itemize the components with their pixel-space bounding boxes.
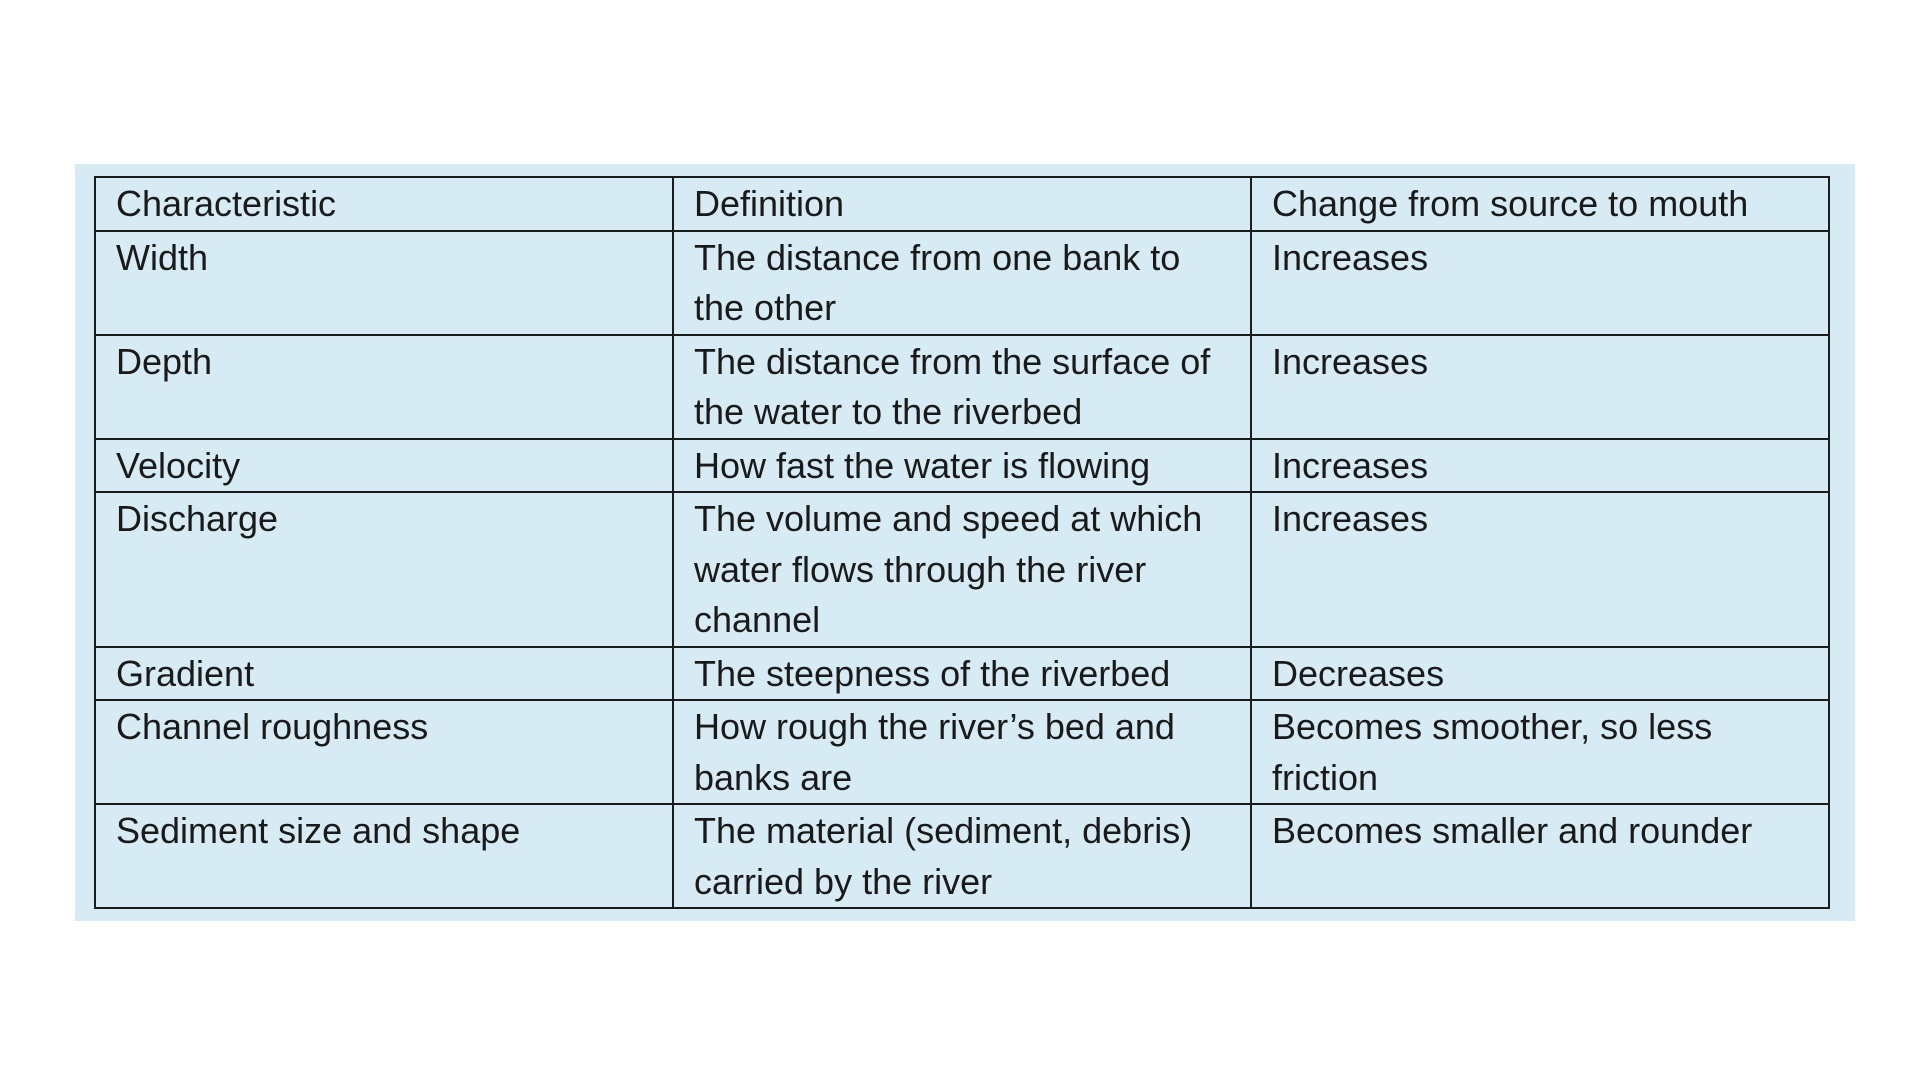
cell-characteristic: Width (94, 229, 674, 336)
cell-characteristic: Gradient (94, 645, 674, 701)
cell-change: Increases (1250, 333, 1830, 440)
cell-definition: The volume and speed at which water flow… (672, 491, 1252, 648)
cell-definition: The steepness of the riverbed (672, 645, 1252, 701)
cell-characteristic: Velocity (94, 437, 674, 493)
table-row: Discharge The volume and speed at which … (94, 491, 1830, 648)
table-row: Width The distance from one bank to the … (94, 229, 1830, 336)
cell-change: Increases (1250, 437, 1830, 493)
cell-characteristic: Discharge (94, 491, 674, 648)
header-characteristic: Characteristic (94, 176, 674, 232)
table-row: Gradient The steepness of the riverbed D… (94, 645, 1830, 701)
cell-characteristic: Depth (94, 333, 674, 440)
header-definition: Definition (672, 176, 1252, 232)
cell-characteristic: Channel roughness (94, 699, 674, 805)
cell-characteristic: Sediment size and shape (94, 803, 674, 909)
cell-change: Increases (1250, 229, 1830, 336)
cell-definition: How fast the water is flowing (672, 437, 1252, 493)
table-header-row: Characteristic Definition Change from so… (94, 176, 1830, 232)
cell-change: Decreases (1250, 645, 1830, 701)
table-row: Sediment size and shape The material (se… (94, 803, 1830, 909)
header-change: Change from source to mouth (1250, 176, 1830, 232)
cell-definition: The distance from one bank to the other (672, 229, 1252, 336)
cell-change: Becomes smoother, so less friction (1250, 699, 1830, 805)
table-row: Depth The distance from the surface of t… (94, 333, 1830, 440)
cell-definition: The distance from the surface of the wat… (672, 333, 1252, 440)
table-row: Channel roughness How rough the river’s … (94, 699, 1830, 805)
cell-change: Increases (1250, 491, 1830, 648)
table-row: Velocity How fast the water is flowing I… (94, 437, 1830, 493)
cell-change: Becomes smaller and rounder (1250, 803, 1830, 909)
cell-definition: How rough the river’s bed and banks are (672, 699, 1252, 805)
cell-definition: The material (sediment, debris) carried … (672, 803, 1252, 909)
river-characteristics-table: Characteristic Definition Change from so… (94, 176, 1830, 909)
